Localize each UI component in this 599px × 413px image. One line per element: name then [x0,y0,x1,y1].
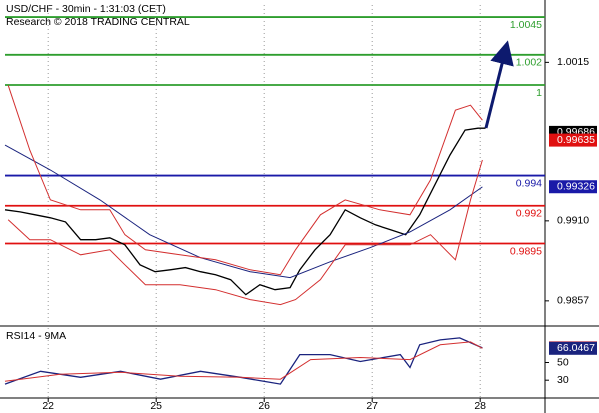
series-line [4,341,483,382]
series-line [4,127,486,296]
x-tick-label: 27 [366,400,378,412]
x-tick-label: 28 [474,400,486,412]
level-label: 0.992 [516,208,542,220]
x-tick-label: 26 [258,400,270,412]
plot: 1.0015 0.9910 0.9857 1.0045 1.002 1 0.994 0.992… [4,5,597,412]
series-line [7,85,483,276]
level-label: 0.994 [516,177,542,189]
x-tick-label: 25 [150,400,162,412]
price-tag [549,180,597,194]
y-tick-label: 0.9857 [557,295,589,307]
y-tick-label: 1.0015 [557,56,589,68]
series-line [4,337,483,385]
price-tag-label: 0.99326 [557,181,595,193]
x-tick-label: 22 [42,400,54,412]
level-label: 1 [536,87,542,99]
y-tick-label: 0.9910 [557,215,589,227]
price-tag-label: 0.99635 [557,134,595,146]
y-tick-label: 50 [557,356,569,368]
series-line [7,159,483,306]
series-line [4,144,483,279]
price-tag [549,133,597,147]
level-label: 1.002 [516,57,542,69]
rsi-title: RSI14 - 9MA [6,330,66,342]
price-tag [549,341,597,355]
chart-subtitle: Research © 2018 TRADING CENTRAL [6,16,190,28]
level-label: 0.9895 [510,245,542,257]
chart-title: USD/CHF - 30min - 1:31:03 (CET) [6,3,166,15]
level-label: 1.0045 [510,19,542,31]
forecast-arrow [484,40,514,129]
price-tag-label: 66.0467 [557,342,595,354]
y-tick-label: 30 [557,374,569,386]
